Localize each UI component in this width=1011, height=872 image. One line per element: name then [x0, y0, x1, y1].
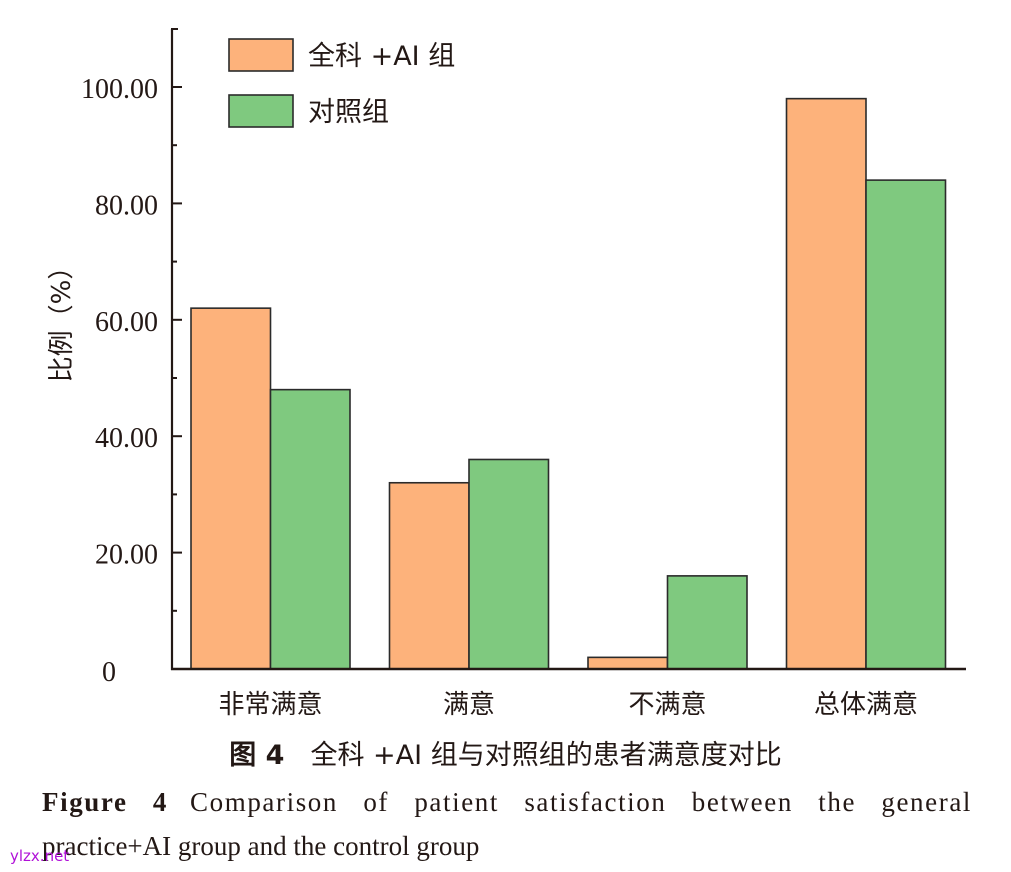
bar — [468, 458, 550, 670]
bars — [190, 97, 947, 670]
bar — [269, 388, 351, 670]
y-tick-label: 80.00 — [95, 190, 158, 221]
bar-chart: 0 20.00 40.00 60.00 80.00 100.00 非常满意 满意 不满意 总体满… — [47, 28, 966, 720]
y-tick-label: 100.00 — [81, 74, 158, 105]
bar — [388, 481, 470, 670]
caption-text-en-1: Comparison of patient satisfaction betwe… — [190, 787, 973, 817]
y-tick-label: 60.00 — [95, 307, 158, 338]
x-category-label: 总体满意 — [814, 690, 918, 720]
legend-label: 全科 +AI 组 — [308, 41, 455, 72]
legend-swatch — [228, 94, 294, 128]
legend-swatch — [228, 38, 294, 72]
bar — [587, 656, 669, 670]
legend-label: 对照组 — [308, 97, 389, 128]
bar — [785, 97, 867, 670]
figure-number-en: Figure 4 — [42, 787, 169, 817]
y-axis: 0 20.00 40.00 60.00 80.00 100.00 — [81, 28, 182, 688]
figure-number-cn: 图 4 — [229, 740, 285, 771]
x-axis: 非常满意 满意 不满意 总体满意 — [171, 667, 966, 720]
bar — [865, 179, 947, 670]
watermark: ylzx.net — [10, 847, 70, 865]
bar — [666, 575, 748, 670]
figure-caption-chinese: 图 4 全科 +AI 组与对照组的患者满意度对比 — [0, 733, 1011, 772]
y-tick-label: 40.00 — [95, 423, 158, 454]
x-category-label: 满意 — [443, 690, 495, 720]
y-tick-label: 20.00 — [95, 540, 158, 571]
x-category-label: 不满意 — [628, 690, 706, 720]
caption-text-cn: 全科 +AI 组与对照组的患者满意度对比 — [310, 740, 782, 771]
x-category-label: 非常满意 — [218, 690, 322, 720]
caption-text-en-2: practice+AI group and the control group — [42, 831, 480, 861]
y-axis-label: 比例（%） — [47, 254, 77, 383]
figure-caption-english: Figure 4 Comparison of patient satisfacti… — [42, 780, 972, 868]
y-tick-label: 0 — [102, 657, 116, 688]
caption-en-line1: Figure 4 Comparison of patient satisfacti… — [42, 780, 972, 824]
bar — [190, 307, 272, 670]
